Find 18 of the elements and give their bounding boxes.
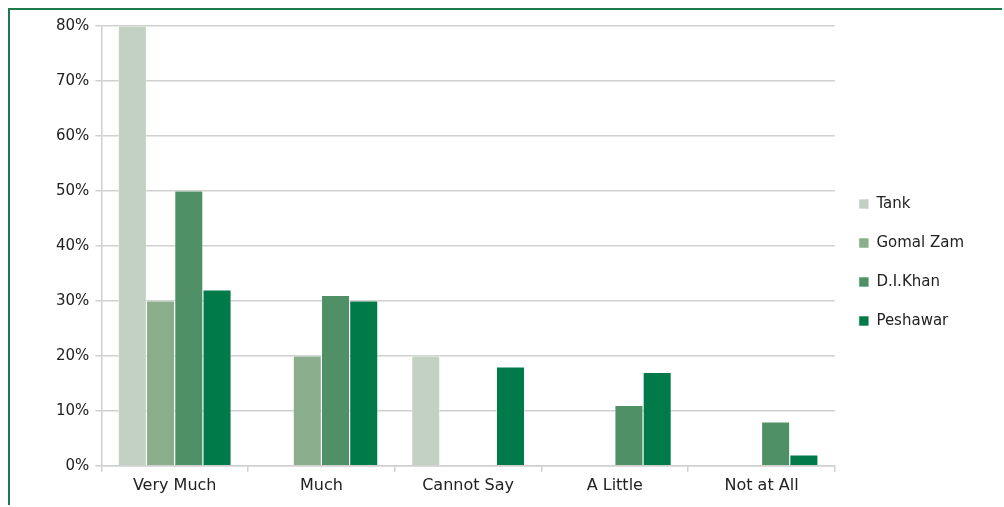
y-tick-label: 60% xyxy=(56,125,90,144)
x-tick-label: Much xyxy=(299,474,343,494)
legend-label: D.I.Khan xyxy=(876,271,940,290)
x-tick-label: Cannot Say xyxy=(422,474,515,494)
legend-label: Gomal Zam xyxy=(876,232,965,251)
y-tick-label: 70% xyxy=(56,70,90,89)
x-tick-label: Not at All xyxy=(724,474,799,494)
y-tick-label: 0% xyxy=(65,455,90,474)
legend-label: Peshawar xyxy=(876,310,950,329)
x-tick-label: Very Much xyxy=(132,474,217,494)
y-tick-label: 50% xyxy=(56,180,90,199)
y-tick-label: 40% xyxy=(56,235,90,254)
y-tick-label: 10% xyxy=(56,400,90,419)
y-tick-label: 20% xyxy=(56,345,90,364)
y-tick-label: 30% xyxy=(56,290,90,309)
y-tick-label: 80% xyxy=(56,15,90,34)
legend-label: Tank xyxy=(875,193,911,212)
x-tick-label: A Little xyxy=(586,474,643,494)
